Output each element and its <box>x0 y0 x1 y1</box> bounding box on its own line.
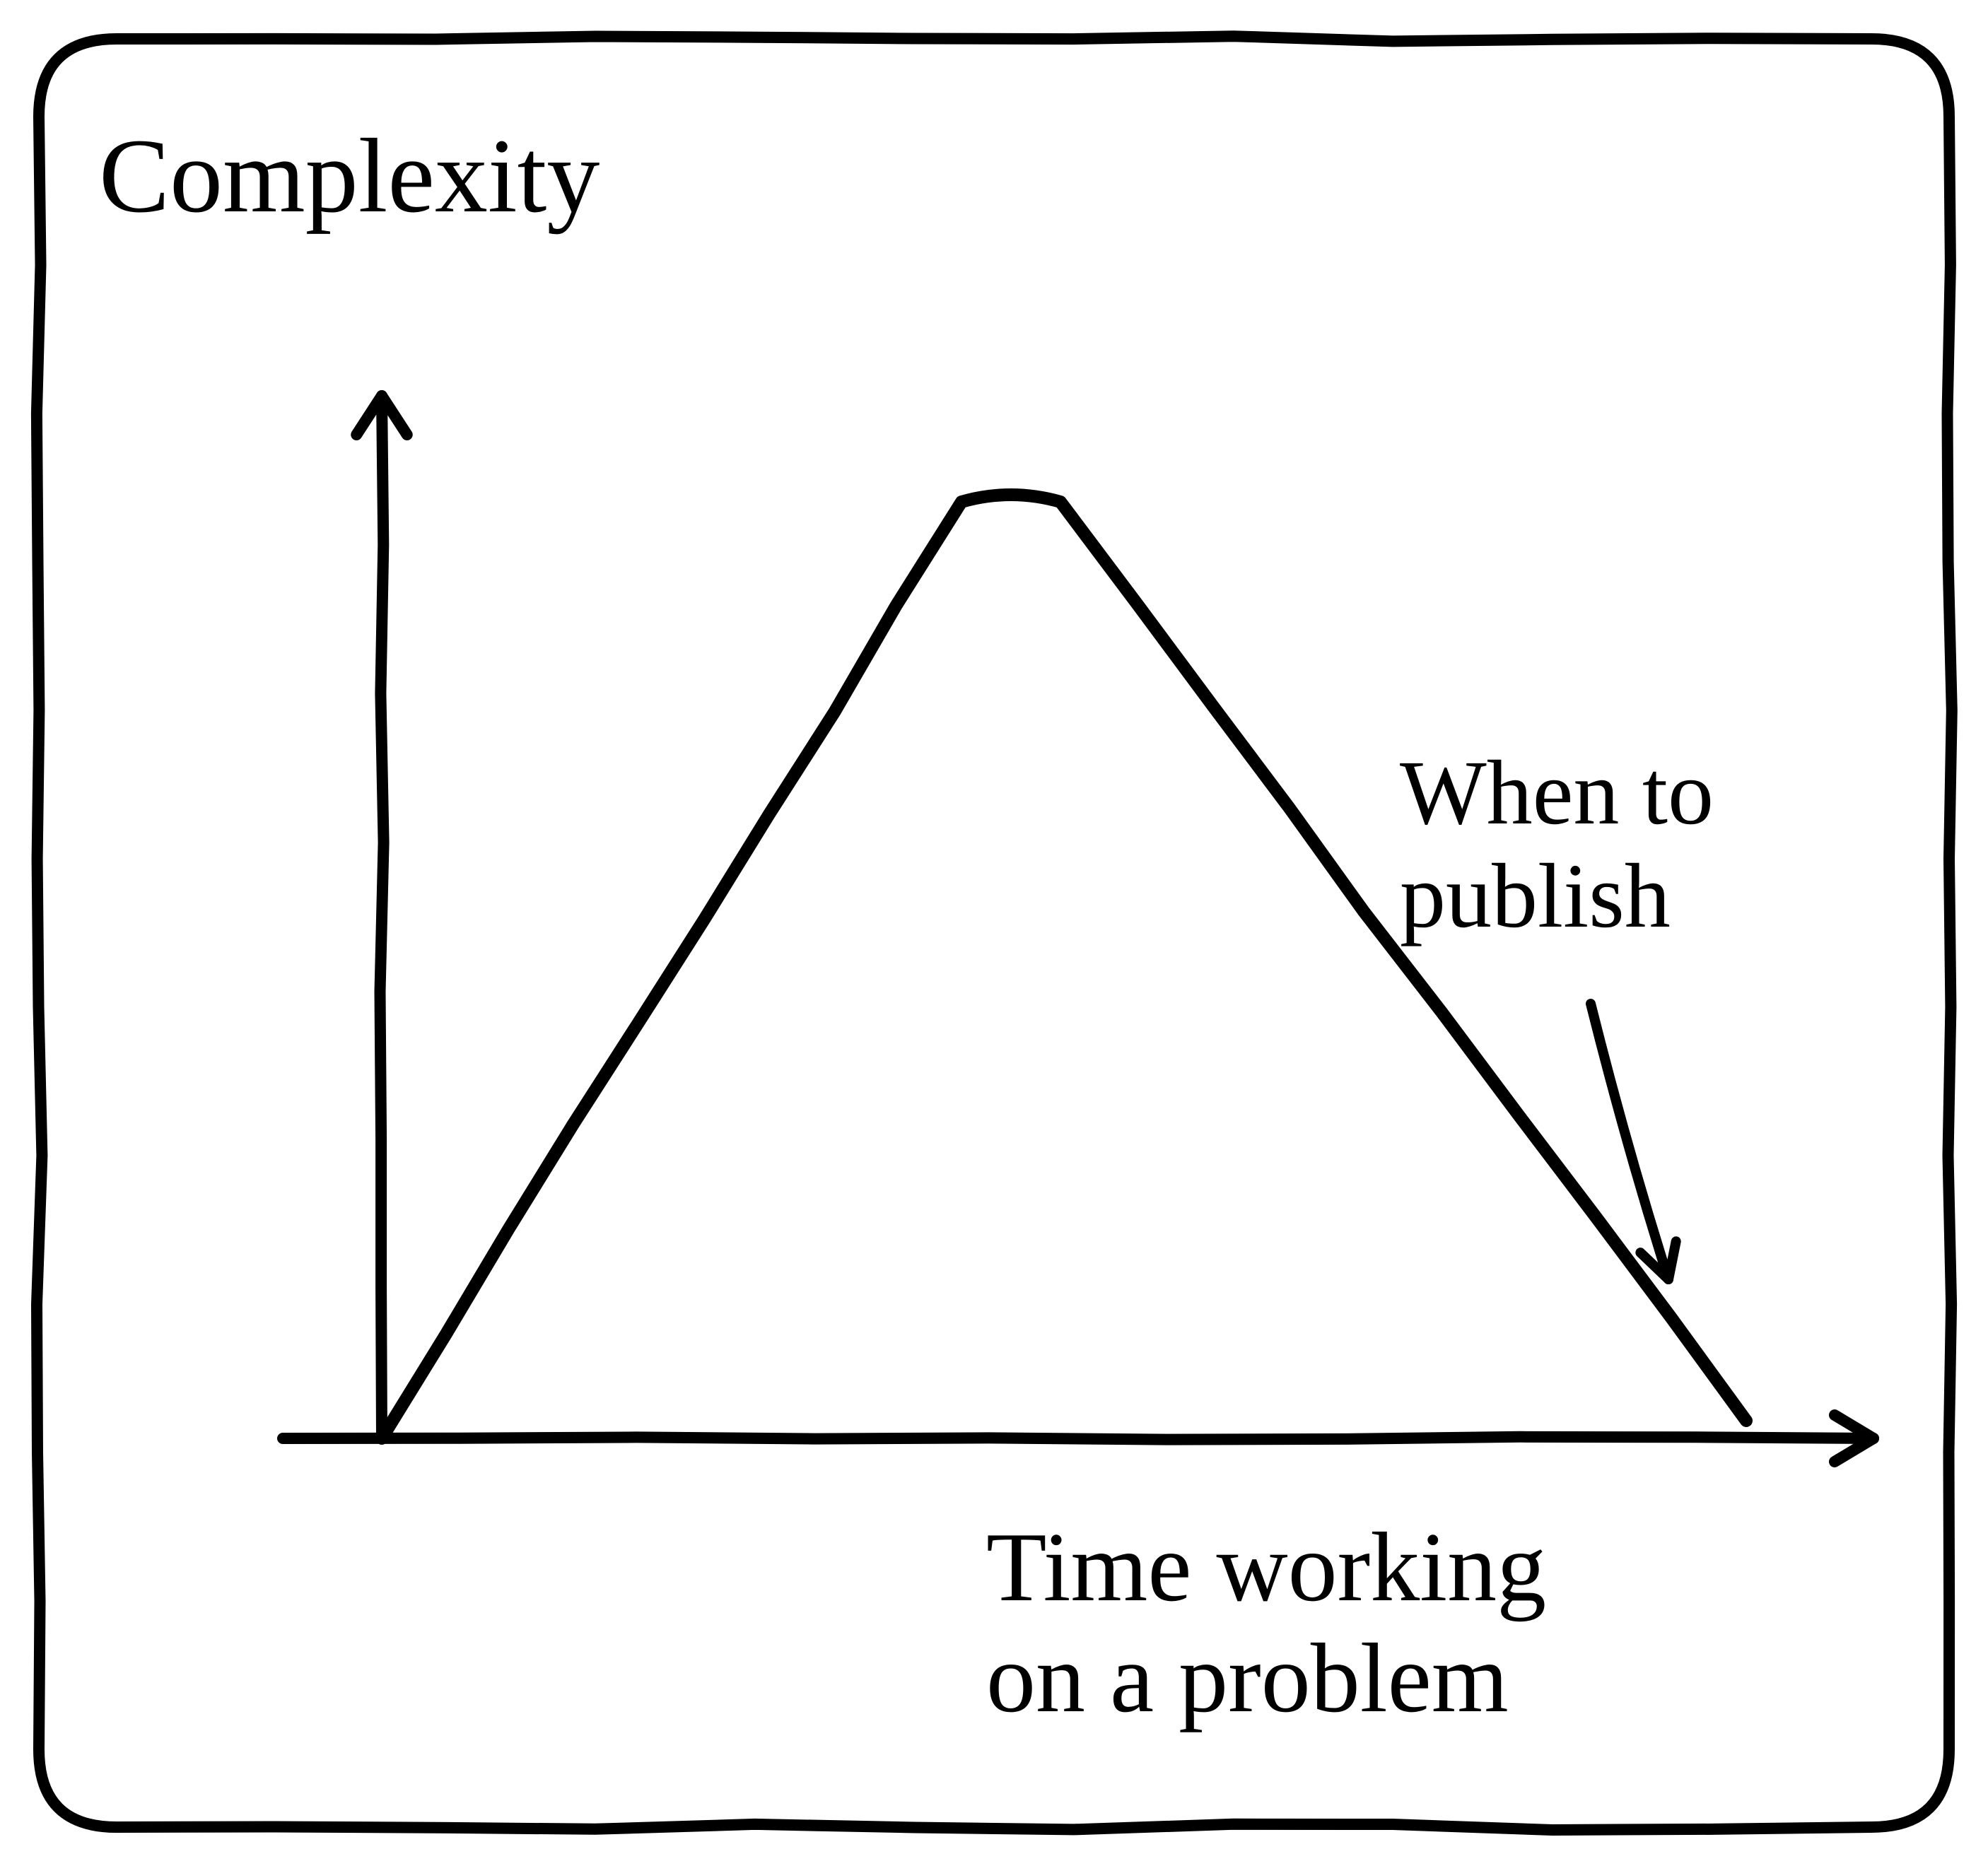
annotation-label: When to publish <box>1400 742 1714 948</box>
y-axis-label: Complexity <box>99 117 600 235</box>
annotation-arrow <box>1591 1004 1676 1279</box>
complexity-curve <box>382 495 1746 1438</box>
x-axis-label: Time working on a problem <box>986 1513 1546 1735</box>
chart-container: Complexity Time working on a problem Whe… <box>0 0 1988 1866</box>
